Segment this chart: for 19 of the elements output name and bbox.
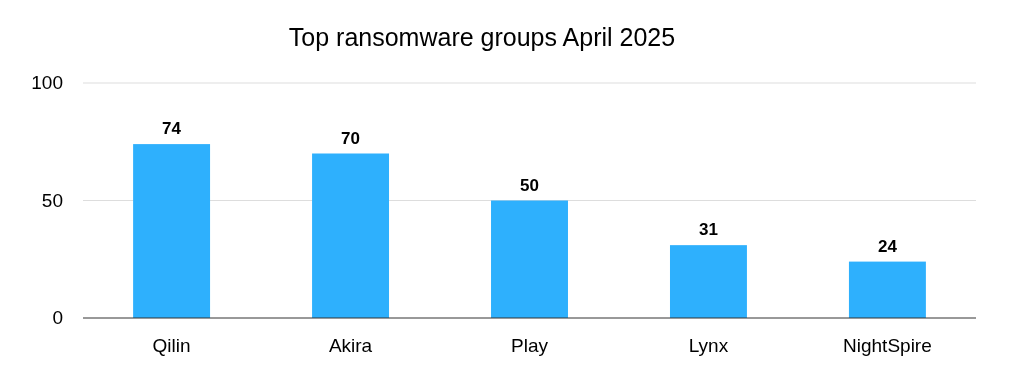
- bar: [669, 245, 747, 318]
- data-label: 74: [162, 119, 182, 139]
- y-tick-label: 50: [41, 189, 63, 211]
- data-label: 50: [520, 175, 539, 195]
- x-tick-label: Akira: [328, 335, 373, 356]
- x-tick-label: Play: [511, 335, 549, 356]
- chart-title: Top ransomware groups April 2025: [288, 23, 676, 51]
- y-tick-label: 0: [52, 307, 63, 328]
- x-tick-label: Qilin: [152, 335, 191, 356]
- x-tick-label: NightSpire: [843, 335, 932, 356]
- bar: [133, 144, 211, 318]
- bar: [312, 153, 390, 318]
- y-tick-label: 100: [31, 72, 63, 93]
- bar: [491, 200, 568, 318]
- data-label: 31: [699, 220, 718, 240]
- bar: [848, 261, 926, 318]
- data-label: 70: [341, 128, 360, 148]
- x-tick-label: Lynx: [688, 335, 729, 356]
- data-label: 24: [877, 236, 898, 256]
